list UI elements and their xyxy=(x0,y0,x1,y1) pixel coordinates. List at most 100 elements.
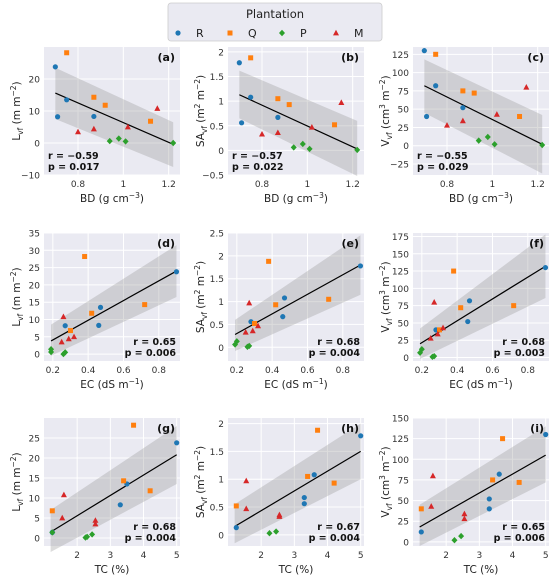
data-point-m xyxy=(427,334,434,341)
data-point-q xyxy=(511,303,517,309)
panel-label: (d) xyxy=(157,237,175,250)
y-tick-label: −25 xyxy=(390,161,409,171)
confidence-band xyxy=(239,70,358,176)
y-axis-label: Vvf (cm3 m−2) xyxy=(378,75,394,146)
data-point-m xyxy=(444,122,450,128)
data-point-p xyxy=(484,133,491,141)
data-point-m xyxy=(243,505,250,512)
data-point-p xyxy=(170,139,177,147)
panel-c: −25 0 25 50 75 100 125 0.8 1 1.2 (c) r = −0.55p = 0… xyxy=(378,47,549,205)
data-point-m xyxy=(60,313,67,320)
data-point-m xyxy=(493,111,500,117)
data-point-m xyxy=(276,513,283,519)
x-axis-label: EC (dS m−1) xyxy=(80,377,143,391)
data-point-r xyxy=(280,314,286,320)
data-point-p xyxy=(539,141,546,149)
data-point-r xyxy=(542,264,549,271)
stat-r: r = −0.59 xyxy=(48,151,99,162)
data-point-r xyxy=(357,263,364,269)
panel-label: (i) xyxy=(530,422,544,435)
y-tick-label: 0.5 xyxy=(210,122,224,132)
data-point-p xyxy=(299,140,306,148)
data-point-p xyxy=(451,537,458,544)
y-tick-label: 25 xyxy=(29,264,40,274)
data-point-r xyxy=(275,114,281,120)
confidence-band xyxy=(234,423,361,544)
stat-p: p = 0.004 xyxy=(309,348,361,359)
data-point-r xyxy=(97,304,104,310)
y-axis-label: Lvf (m m−2) xyxy=(9,452,25,511)
data-point-q xyxy=(458,305,464,311)
legend-label-q: Q xyxy=(248,27,257,40)
data-point-q xyxy=(332,122,338,128)
data-point-r xyxy=(173,269,180,275)
stat-p: p = 0.029 xyxy=(417,162,468,173)
y-tick-label: 0 xyxy=(218,344,224,354)
data-point-r xyxy=(358,433,364,439)
data-point-q xyxy=(436,327,442,333)
data-point-q xyxy=(451,268,457,274)
stat-p: p = 0.006 xyxy=(125,348,177,359)
x-tick-label: 1 xyxy=(120,180,126,190)
x-tick-label: 0.2 xyxy=(46,366,60,376)
data-point-q xyxy=(148,118,154,124)
y-tick-label: 50 xyxy=(398,319,410,329)
y-tick-label: 0 xyxy=(34,140,40,150)
y-tick-label: 0 xyxy=(218,531,224,541)
data-point-p xyxy=(89,531,96,538)
x-tick-label: 0.6 xyxy=(485,366,500,376)
panel-b: −0.5 0 0.5 1 1.5 2 0.8 1 1.2 (b) r = −0.57p = 0.02… xyxy=(193,47,364,205)
y-axis-label: Lvf (m m−2) xyxy=(9,267,25,326)
x-tick-label: 0.8 xyxy=(71,180,86,190)
data-point-r xyxy=(55,114,61,120)
data-point-p xyxy=(233,338,240,345)
panel-e: 0 0.5 1 1.5 2 2.5 0.2 0.4 0.6 0.8 (e) r = 0.68p = 0… xyxy=(193,230,364,391)
x-tick-label: 0.8 xyxy=(336,366,351,376)
x-tick-label: 2 xyxy=(258,551,264,561)
y-axis-label: Lvf (m m−2) xyxy=(9,81,25,140)
panel-label: (e) xyxy=(341,237,359,250)
data-point-r xyxy=(301,494,307,501)
x-axis-label: BD (g cm−3) xyxy=(449,191,513,205)
data-point-m xyxy=(90,125,97,132)
y-tick-label: −0.5 xyxy=(202,172,224,182)
x-tick-label: 4 xyxy=(325,551,331,561)
data-point-q xyxy=(142,302,148,308)
y-axis-label: SAvf (m2 m−2) xyxy=(193,446,209,518)
regression-line xyxy=(424,85,543,145)
data-point-r xyxy=(52,64,58,70)
y-tick-label: 2 xyxy=(218,420,224,430)
y-tick-label: 0 xyxy=(34,535,40,545)
stat-r: r = −0.55 xyxy=(417,151,468,162)
panel-a: −10 0 10 20 0.8 1 1.2 (a) r = −0.59p = 0.017 BD (… xyxy=(9,47,180,205)
y-tick-label: 1 xyxy=(218,298,224,308)
data-point-p xyxy=(290,144,297,151)
data-point-q xyxy=(64,50,70,56)
x-tick-label: 0.8 xyxy=(255,180,270,190)
data-point-q xyxy=(233,503,239,509)
y-tick-label: 75 xyxy=(398,476,409,486)
y-tick-label: 125 xyxy=(392,435,409,445)
y-tick-label: 2 xyxy=(218,48,224,58)
data-point-r xyxy=(301,501,307,507)
data-point-q xyxy=(433,51,439,57)
data-point-r xyxy=(433,83,439,89)
data-point-p xyxy=(49,529,56,536)
y-tick-label: 0 xyxy=(403,142,409,152)
x-tick-label: 0.6 xyxy=(300,366,315,376)
panel-i: 0 25 50 75 100 125 150 2 3 4 5 (i) r = 0.65p = 0.006… xyxy=(378,415,549,576)
stat-r: r = 0.67 xyxy=(317,522,360,533)
data-point-m xyxy=(154,105,161,111)
stat-p: p = 0.022 xyxy=(232,162,283,173)
stat-r: r = 0.68 xyxy=(133,522,176,533)
x-tick-label: 5 xyxy=(174,551,180,561)
data-point-q xyxy=(305,473,311,479)
data-point-r xyxy=(233,525,239,531)
data-point-m xyxy=(243,477,250,484)
legend-label-m: M xyxy=(354,27,364,40)
data-point-r xyxy=(465,318,471,325)
y-axis-label: Vvf (cm3 m−2) xyxy=(378,261,394,332)
data-point-q xyxy=(121,478,127,484)
plot-area xyxy=(228,233,364,361)
stat-p: p = 0.017 xyxy=(48,162,99,173)
